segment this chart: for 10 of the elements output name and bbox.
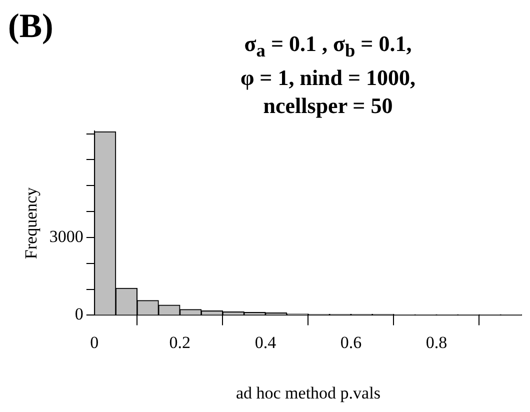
text: (B) — [8, 8, 54, 46]
x-tick-label: 0.4 — [254, 332, 277, 352]
x-tick-label: 0.8 — [426, 332, 448, 352]
x-axis-title: ad hoc method p.vals — [236, 383, 380, 402]
x-tick-label: 0.6 — [340, 332, 362, 352]
x-tick-label: 0.2 — [169, 332, 191, 352]
x-tick-label: 0 — [90, 332, 99, 352]
chart-title: σ$_{a}$ = 0.1 , σ$_{b}$ = 0.1, φ = 1, nind = 1000, ncellsper = 50 — [239, 30, 417, 120]
y-tick-label: 3000 — [49, 226, 84, 246]
y-axis-title: Frequency — [22, 186, 41, 260]
